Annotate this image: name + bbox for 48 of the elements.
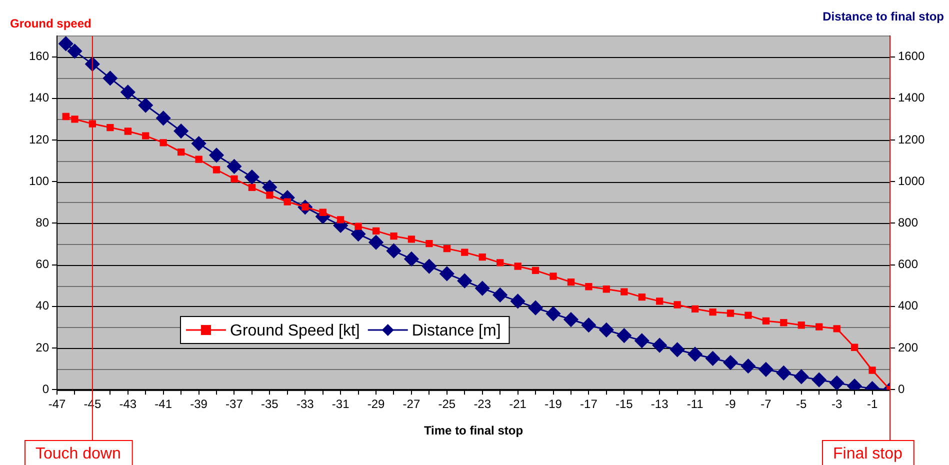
x-tick-label: -7 (760, 397, 772, 412)
y-tick-label: 100 (28, 174, 50, 188)
y-tick-label: 80 (36, 216, 50, 230)
y2-tick-label: 0 (898, 382, 905, 396)
y2-tick-label: 1200 (898, 132, 926, 146)
x-tick-label: -13 (650, 397, 669, 412)
x-tick-label: -21 (509, 397, 527, 412)
x-tick-label: -23 (474, 397, 492, 412)
x-tick-label: -47 (48, 397, 66, 412)
ref-line-label: Final stop (833, 445, 902, 462)
x-tick-label: -39 (190, 397, 208, 412)
y2-tick-label: 1600 (898, 49, 926, 64)
y-axis-title: Ground speed (10, 16, 92, 30)
y-tick-label: 60 (36, 257, 50, 272)
x-tick-label: -41 (154, 397, 172, 412)
y2-tick-label: 200 (898, 340, 918, 354)
legend-label: Distance [m] (412, 322, 501, 340)
x-tick-label: -3 (831, 397, 842, 412)
x-tick-label: -31 (332, 397, 350, 412)
y2-tick-label: 400 (898, 298, 918, 313)
y-tick-label: 140 (28, 90, 50, 105)
y2-tick-label: 600 (898, 257, 918, 272)
y-tick-label: 160 (28, 49, 50, 64)
y2-tick-label: 800 (898, 216, 918, 230)
x-tick-label: -1 (866, 397, 878, 412)
x-tick-label: -17 (580, 397, 598, 412)
x-tick-label: -9 (725, 397, 736, 412)
x-tick-label: -37 (226, 397, 244, 412)
x-tick-label: -11 (686, 397, 704, 412)
x-tick-label: -27 (402, 397, 420, 412)
y-tick-label: 0 (42, 382, 50, 396)
x-tick-label: -19 (544, 397, 562, 412)
x-axis-title: Time to final stop (424, 423, 524, 438)
y-tick-label: 20 (36, 340, 50, 354)
x-tick-label: -33 (296, 397, 314, 412)
x-tick-label: -5 (796, 397, 808, 412)
x-tick-label: -25 (438, 397, 456, 412)
y-tick-label: 120 (28, 132, 50, 146)
y2-tick-label: 1000 (898, 174, 926, 188)
x-tick-label: -15 (615, 397, 634, 412)
legend-label: Ground Speed [kt] (230, 322, 360, 340)
y-tick-label: 40 (36, 298, 50, 313)
y2-axis-title: Distance to final stop (822, 9, 944, 24)
ref-line-label: Touch down (35, 445, 121, 462)
x-tick-label: -29 (367, 397, 386, 412)
y2-tick-label: 1400 (898, 90, 926, 105)
x-tick-label: -43 (119, 397, 137, 412)
x-tick-label: -35 (261, 397, 279, 412)
